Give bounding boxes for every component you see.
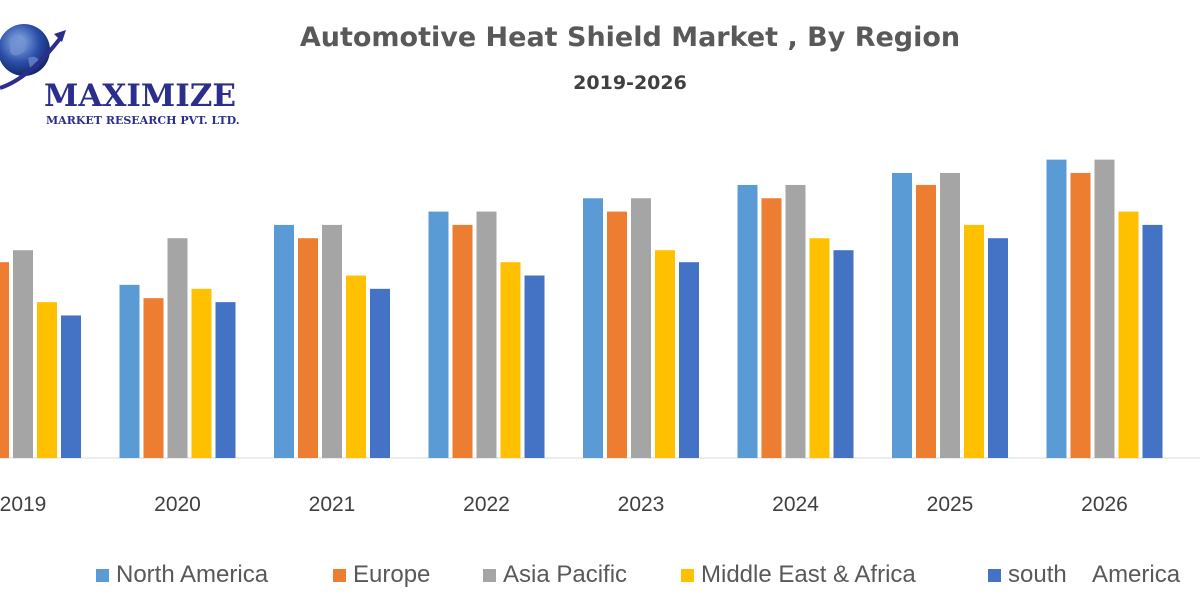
bar-2025-4 [988, 238, 1008, 458]
legend-swatch [96, 568, 109, 582]
x-tick-label: 2025 [927, 493, 974, 516]
bar-2019-3 [37, 302, 57, 458]
legend-label: Europe [353, 561, 431, 588]
bar-2022-1 [452, 224, 473, 458]
x-tick-label: 2024 [772, 493, 819, 516]
bar-2026-2 [1094, 159, 1115, 458]
bar-2021-1 [298, 238, 318, 458]
company-logo: MAXIMIZE MARKET RESEARCH PVT. LTD. [0, 18, 300, 128]
bar-2020-2 [167, 238, 188, 458]
bar-2022-0 [428, 211, 449, 458]
legend-label: Asia Pacific [503, 561, 628, 588]
chart-legend: North America Europe Asia Pacific Middle Ea… [0, 558, 1200, 592]
bar-2026-3 [1118, 211, 1139, 458]
bar-2025-2 [940, 172, 960, 458]
x-tick-label: 2021 [309, 493, 356, 516]
bar-2020-3 [191, 288, 212, 458]
x-tick-label: 2020 [154, 493, 201, 516]
chart-subtitle: 2019-2026 [573, 72, 687, 94]
bar-2025-1 [916, 184, 936, 458]
bar-2024-0 [737, 184, 758, 458]
x-tick-label: 2022 [463, 493, 510, 516]
bar-2022-4 [524, 275, 545, 458]
legend-item: Middle East & Africa [681, 558, 916, 592]
bar-2020-4 [215, 302, 236, 458]
bar-2024-3 [809, 238, 830, 458]
x-tick-label: 2026 [1081, 493, 1128, 516]
bar-2023-1 [607, 211, 627, 458]
chart-title: Automotive Heat Shield Market , By Regio… [299, 22, 961, 53]
bar-2021-2 [322, 224, 342, 458]
bar-2024-1 [761, 198, 782, 458]
legend-label: Middle East & Africa [701, 561, 916, 588]
bar-2020-0 [119, 284, 140, 458]
bar-2022-2 [476, 211, 497, 458]
bar-2023-0 [583, 198, 603, 458]
bar-2019-1 [0, 262, 9, 458]
bar-2026-1 [1070, 172, 1091, 458]
x-tick-label: 2023 [618, 493, 665, 516]
bar-2021-0 [274, 224, 294, 458]
bar-2023-4 [679, 262, 699, 458]
bar-2025-3 [964, 224, 984, 458]
bar-2021-3 [346, 275, 366, 458]
legend-swatch [483, 568, 496, 582]
bar-2026-4 [1142, 224, 1163, 458]
bar-2024-4 [833, 250, 854, 458]
globe-logo-icon [0, 24, 66, 90]
legend-item: North America [96, 558, 268, 592]
bar-2025-0 [892, 172, 912, 458]
x-tick-label: 2019 [0, 493, 46, 516]
bar-2021-4 [370, 288, 390, 458]
legend-item: Europe [333, 558, 430, 592]
bar-2019-2 [13, 250, 33, 458]
bar-2024-2 [785, 184, 806, 458]
bar-2019-4 [61, 315, 81, 458]
legend-swatch [681, 568, 694, 582]
bar-2020-1 [143, 298, 164, 458]
legend-item: south America [988, 558, 1180, 592]
bar-2026-0 [1046, 159, 1067, 458]
legend-label: south America [1008, 561, 1181, 588]
legend-label: North America [116, 561, 269, 588]
bar-2023-3 [655, 250, 675, 458]
legend-swatch [333, 568, 346, 582]
bar-2022-3 [500, 262, 521, 458]
logo-subtitle: MARKET RESEARCH PVT. LTD. [46, 114, 240, 127]
bar-2023-2 [631, 198, 651, 458]
logo-name: MAXIMIZE [44, 78, 236, 114]
legend-item: Asia Pacific [483, 558, 627, 592]
legend-swatch [988, 568, 1001, 582]
